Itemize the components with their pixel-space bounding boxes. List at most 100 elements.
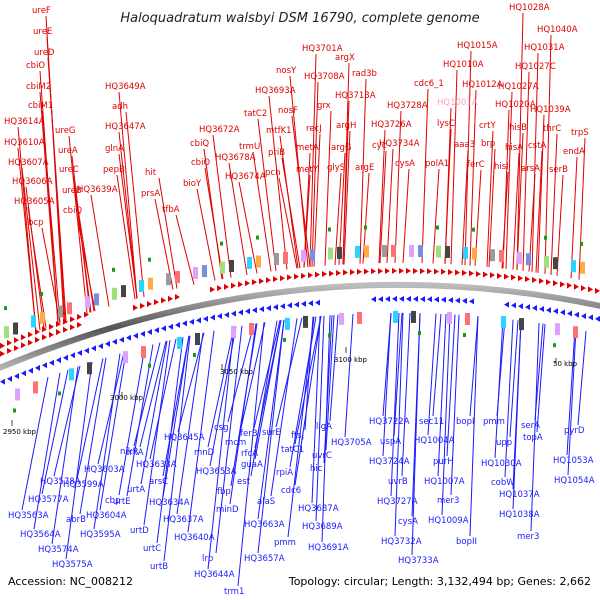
- gene-label[interactable]: hic: [310, 464, 323, 474]
- gene-label[interactable]: minD: [216, 505, 239, 515]
- gene-label[interactable]: sec11: [419, 417, 444, 427]
- gene-label[interactable]: trm1: [224, 587, 244, 597]
- gene-label[interactable]: HQ1007A: [424, 477, 465, 487]
- gene-label[interactable]: HQ3728A: [387, 101, 428, 111]
- gene-label[interactable]: nikR: [120, 447, 139, 457]
- gene-label[interactable]: trkA: [126, 448, 144, 458]
- gene-label[interactable]: HQ3672A: [199, 125, 240, 135]
- gene-label[interactable]: ureD: [34, 48, 55, 58]
- gene-label[interactable]: HQ3674A: [225, 172, 266, 182]
- gene-label[interactable]: topA: [523, 433, 543, 443]
- gene-label[interactable]: HQ3657A: [244, 554, 285, 564]
- gene-label[interactable]: rfcA: [241, 449, 258, 459]
- gene-label[interactable]: uvrC: [312, 451, 332, 461]
- gene-label[interactable]: endA: [563, 147, 585, 157]
- gene-label[interactable]: brp: [481, 139, 495, 149]
- gene-label[interactable]: est: [237, 477, 251, 487]
- gene-label[interactable]: HQ1038A: [499, 510, 540, 520]
- gene-label[interactable]: HQ3713A: [335, 91, 376, 101]
- gene-label[interactable]: HQ3653A: [196, 467, 237, 477]
- gene-label[interactable]: HQ3663A: [244, 520, 285, 530]
- gene-label[interactable]: HQ3645A: [164, 433, 205, 443]
- gene-label[interactable]: aaa3: [454, 140, 475, 150]
- gene-label[interactable]: purH: [433, 457, 454, 467]
- gene-label[interactable]: HQ1004A: [414, 436, 455, 446]
- gene-label[interactable]: bopI: [456, 417, 475, 427]
- gene-label[interactable]: argX: [335, 53, 355, 63]
- gene-label[interactable]: HQ3732A: [381, 537, 422, 547]
- gene-label[interactable]: cbp: [105, 496, 120, 506]
- gene-label[interactable]: HQ1012A: [462, 80, 503, 90]
- gene-label[interactable]: HQ3633A: [136, 460, 177, 470]
- gene-label[interactable]: HQ3610A: [4, 138, 45, 148]
- gene-label[interactable]: cysA: [398, 517, 418, 527]
- gene-label[interactable]: HQ1010A: [443, 60, 484, 70]
- gene-label[interactable]: HQ3634A: [149, 498, 190, 508]
- gene-label[interactable]: mtfK1: [266, 126, 292, 136]
- gene-label[interactable]: cbiQ: [63, 206, 82, 216]
- gene-label[interactable]: uspA: [380, 437, 401, 447]
- gene-label[interactable]: rpiA: [276, 468, 293, 478]
- gene-label[interactable]: HQ1040A: [537, 25, 578, 35]
- gene-label[interactable]: argE: [355, 163, 374, 173]
- gene-label[interactable]: HQ1030A: [481, 459, 522, 469]
- gene-label[interactable]: alaS: [257, 497, 275, 507]
- gene-label[interactable]: HQ1015A: [457, 41, 498, 51]
- gene-label[interactable]: urtE: [113, 497, 131, 507]
- gene-label[interactable]: lysC: [437, 119, 455, 129]
- gene-label[interactable]: HQ3607A: [8, 158, 49, 168]
- gene-label[interactable]: hisA: [505, 143, 523, 153]
- gene-label[interactable]: abrB: [66, 515, 86, 525]
- gene-label[interactable]: ureA: [58, 146, 78, 156]
- gene-label[interactable]: pepB: [103, 165, 125, 175]
- gene-label[interactable]: HQ3687A: [298, 504, 339, 514]
- gene-label[interactable]: HQ1054A: [554, 476, 595, 486]
- gene-label[interactable]: crtY: [479, 121, 497, 131]
- gene-label[interactable]: HQ3606A: [12, 177, 53, 187]
- gene-label[interactable]: adh: [112, 102, 128, 112]
- gene-label[interactable]: HQ3595A: [80, 530, 121, 540]
- gene-label[interactable]: mer3: [517, 532, 539, 542]
- gene-label[interactable]: uvrB: [388, 477, 408, 487]
- gene-label[interactable]: urtC: [143, 544, 161, 554]
- gene-label[interactable]: glyS: [327, 163, 345, 173]
- gene-label[interactable]: cbiM1: [28, 101, 53, 111]
- gene-label[interactable]: arsC: [149, 477, 168, 487]
- gene-label[interactable]: HQ3640A: [174, 533, 215, 543]
- gene-label[interactable]: HQ1027A: [498, 82, 539, 92]
- gene-label[interactable]: HQ3639A: [77, 185, 118, 195]
- gene-label[interactable]: cyc: [372, 141, 387, 151]
- gene-label[interactable]: HQ3724A: [369, 457, 410, 467]
- gene-label[interactable]: hit: [145, 168, 157, 178]
- gene-label[interactable]: HQ3693A: [255, 86, 296, 96]
- gene-label[interactable]: rad3b: [352, 69, 377, 79]
- gene-label[interactable]: HQ3575A: [52, 560, 93, 570]
- gene-label[interactable]: HQ3605A: [14, 197, 55, 207]
- gene-label[interactable]: ureE: [33, 27, 52, 37]
- gene-label[interactable]: HQ1009A: [428, 516, 469, 526]
- gene-label[interactable]: cobW: [491, 478, 515, 488]
- gene-label[interactable]: csg: [214, 423, 229, 433]
- gene-label[interactable]: mer3: [437, 496, 459, 506]
- gene-label[interactable]: hisI: [494, 162, 509, 172]
- gene-label[interactable]: metY: [296, 165, 319, 175]
- gene-label[interactable]: ligA: [316, 422, 332, 432]
- gene-label[interactable]: pcn: [265, 168, 280, 178]
- gene-label[interactable]: bioY: [183, 179, 202, 189]
- gene-label[interactable]: HQ3599A: [63, 480, 104, 490]
- gene-label[interactable]: HQ3578A: [40, 477, 81, 487]
- gene-label[interactable]: recJ: [306, 124, 322, 134]
- gene-label[interactable]: HQ3708A: [304, 72, 345, 82]
- gene-label[interactable]: HQ1053A: [553, 456, 594, 466]
- gene-label[interactable]: serB: [549, 165, 568, 175]
- gene-label[interactable]: HQ3689A: [302, 522, 343, 532]
- gene-label[interactable]: tfbA: [162, 205, 180, 215]
- gene-label[interactable]: HQ3691A: [308, 543, 349, 553]
- gene-label[interactable]: nosF: [278, 106, 298, 116]
- gene-label[interactable]: tatC1: [281, 445, 304, 455]
- gene-label[interactable]: HQ1031A: [524, 43, 565, 53]
- gene-label[interactable]: HQ3726A: [371, 120, 412, 130]
- gene-label[interactable]: HQ1020A: [495, 100, 536, 110]
- gene-label[interactable]: cdc6_1: [414, 79, 444, 89]
- gene-label[interactable]: HQ3604A: [86, 511, 127, 521]
